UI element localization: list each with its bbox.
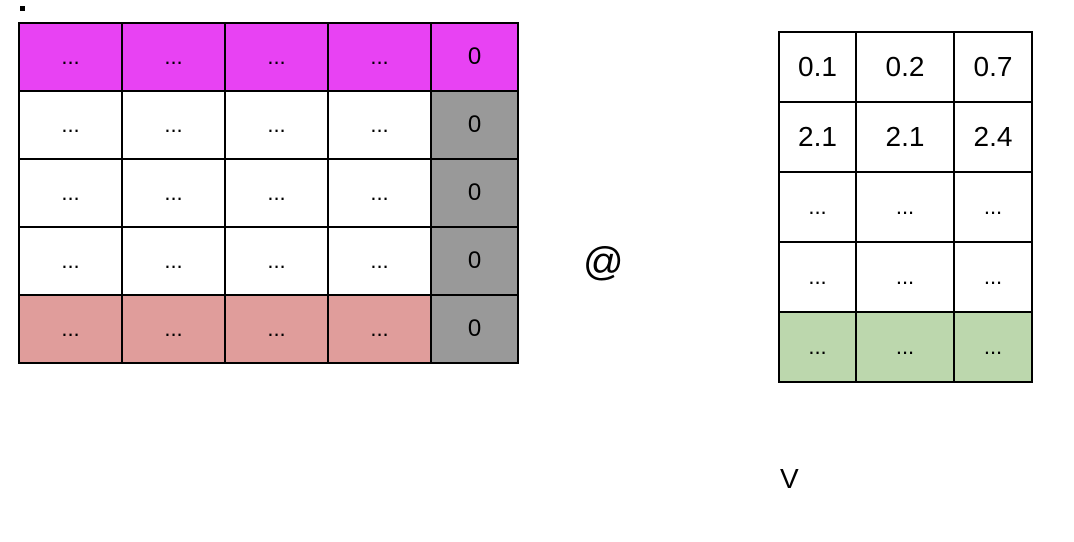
right-matrix-cell: 2.1 xyxy=(778,101,857,173)
left-matrix-row: ... ... ... ... 0 xyxy=(18,226,519,296)
right-matrix-cell: ... xyxy=(855,171,955,243)
stray-dot xyxy=(20,6,25,11)
left-matrix-cell: ... xyxy=(18,22,123,92)
right-matrix-cell: 0.7 xyxy=(953,31,1033,103)
left-matrix-cell: ... xyxy=(121,90,226,160)
left-matrix-cell: ... xyxy=(224,158,329,228)
right-matrix-row: 2.1 2.1 2.4 xyxy=(778,101,1033,173)
right-matrix-cell: ... xyxy=(855,311,955,383)
left-matrix-row: ... ... ... ... 0 xyxy=(18,90,519,160)
left-matrix-last-column-cell: 0 xyxy=(430,90,519,160)
right-matrix-cell: ... xyxy=(953,241,1033,313)
right-matrix-label: V xyxy=(780,463,799,494)
right-matrix-row: ... ... ... xyxy=(778,311,1033,383)
right-matrix-cell: ... xyxy=(778,171,857,243)
right-matrix-cell: 2.1 xyxy=(855,101,955,173)
right-matrix: 0.1 0.2 0.7 2.1 2.1 2.4 ... ... ... ... … xyxy=(778,31,1033,383)
left-matrix-cell: ... xyxy=(18,226,123,296)
right-matrix-cell: ... xyxy=(953,171,1033,243)
left-matrix-last-column-cell: 0 xyxy=(430,22,519,92)
right-matrix-row: 0.1 0.2 0.7 xyxy=(778,31,1033,103)
left-matrix-cell: ... xyxy=(327,294,432,364)
right-matrix-cell: ... xyxy=(778,241,857,313)
left-matrix-cell: ... xyxy=(18,158,123,228)
left-matrix-cell: ... xyxy=(224,22,329,92)
left-matrix-row: ... ... ... ... 0 xyxy=(18,294,519,364)
left-matrix-last-column-cell: 0 xyxy=(430,226,519,296)
left-matrix-cell: ... xyxy=(18,90,123,160)
left-matrix-row: ... ... ... ... 0 xyxy=(18,158,519,228)
right-matrix-cell: ... xyxy=(953,311,1033,383)
left-matrix-cell: ... xyxy=(121,226,226,296)
right-matrix-row: ... ... ... xyxy=(778,171,1033,243)
right-matrix-row: ... ... ... xyxy=(778,241,1033,313)
matmul-operator: @ xyxy=(583,240,624,284)
right-matrix-cell: 0.2 xyxy=(855,31,955,103)
left-matrix-cell: ... xyxy=(327,22,432,92)
left-matrix-cell: ... xyxy=(121,22,226,92)
left-matrix-cell: ... xyxy=(327,90,432,160)
left-matrix-cell: ... xyxy=(224,226,329,296)
left-matrix-cell: ... xyxy=(327,158,432,228)
left-matrix-cell: ... xyxy=(224,294,329,364)
left-matrix-cell: ... xyxy=(121,294,226,364)
left-matrix-cell: ... xyxy=(18,294,123,364)
left-matrix-row: ... ... ... ... 0 xyxy=(18,22,519,92)
left-matrix-last-column-cell: 0 xyxy=(430,158,519,228)
left-matrix-cell: ... xyxy=(327,226,432,296)
left-matrix: ... ... ... ... 0 ... ... ... ... 0 ... … xyxy=(18,22,519,364)
right-matrix-cell: 2.4 xyxy=(953,101,1033,173)
left-matrix-cell: ... xyxy=(121,158,226,228)
left-matrix-last-column-cell: 0 xyxy=(430,294,519,364)
right-matrix-cell: ... xyxy=(778,311,857,383)
left-matrix-cell: ... xyxy=(224,90,329,160)
right-matrix-cell: ... xyxy=(855,241,955,313)
right-matrix-cell: 0.1 xyxy=(778,31,857,103)
